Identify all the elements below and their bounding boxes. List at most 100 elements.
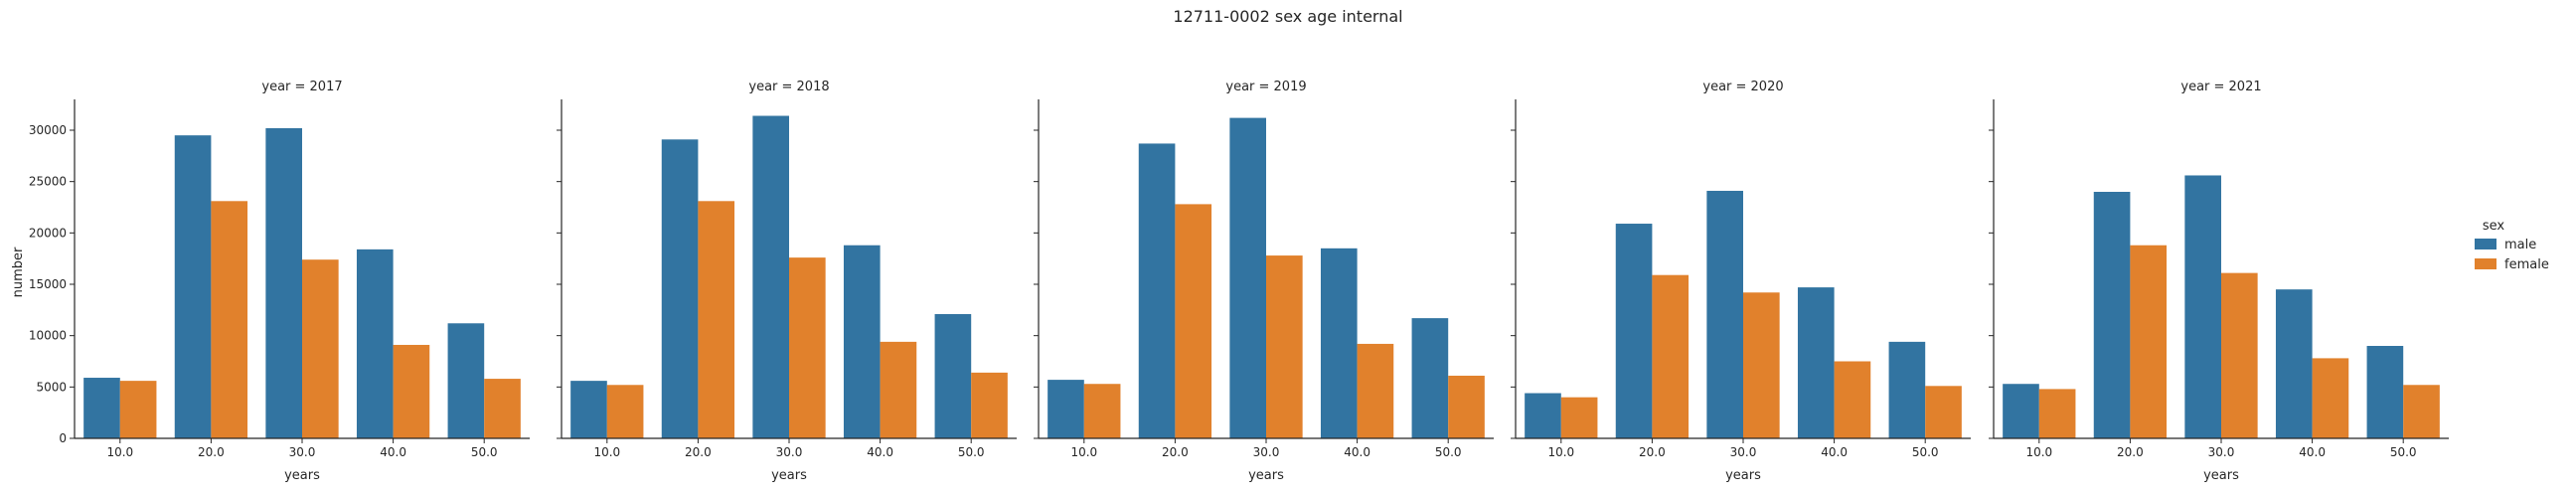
y-tick-label: 30000 xyxy=(29,123,67,137)
x-tick-label: 30.0 xyxy=(1253,445,1280,459)
x-tick-label: 30.0 xyxy=(776,445,803,459)
x-tick-label: 40.0 xyxy=(2299,445,2326,459)
x-tick-label: 10.0 xyxy=(593,445,620,459)
x-tick-label: 40.0 xyxy=(380,445,406,459)
facet-panel-2: year = 2019 10.0 20.0 30.0 40.0 50.0 years xyxy=(1034,80,1494,483)
y-axis-label: number xyxy=(11,247,26,297)
bar-male-40_0 xyxy=(843,245,881,438)
bar-male-30_0 xyxy=(2184,175,2221,438)
bar-female-10_0 xyxy=(1560,397,1598,438)
bar-male-40_0 xyxy=(2275,289,2313,438)
legend-label-female: female xyxy=(2504,257,2549,272)
x-tick-label: 10.0 xyxy=(2025,445,2052,459)
facet-title: year = 2020 xyxy=(1702,80,1783,94)
bar-male-50_0 xyxy=(1411,318,1449,438)
x-tick-label: 40.0 xyxy=(1821,445,1848,459)
x-axis-label: years xyxy=(1248,468,1284,483)
bar-male-40_0 xyxy=(1320,248,1358,438)
bar-male-30_0 xyxy=(752,115,789,438)
x-tick-label: 50.0 xyxy=(471,445,498,459)
facet-panel-3: year = 2020 10.0 20.0 30.0 40.0 50.0 years xyxy=(1511,80,1971,483)
bar-female-50_0 xyxy=(2403,385,2440,438)
x-tick-label: 50.0 xyxy=(2390,445,2417,459)
bar-male-10_0 xyxy=(1047,380,1084,438)
y-tick-label: 20000 xyxy=(29,226,67,240)
x-axis-label: years xyxy=(771,468,807,483)
bar-female-30_0 xyxy=(1266,255,1303,438)
x-tick-label: 20.0 xyxy=(2117,445,2144,459)
y-tick-label: 15000 xyxy=(29,277,67,291)
bar-female-50_0 xyxy=(971,372,1008,438)
y-tick-label: 0 xyxy=(59,431,67,445)
bar-male-50_0 xyxy=(2366,346,2404,438)
x-tick-label: 20.0 xyxy=(1162,445,1189,459)
bar-female-50_0 xyxy=(1448,375,1485,438)
facets: year = 2017 0 5000 10000 15000 20000 25000 3000… xyxy=(29,80,2449,483)
x-tick-label: 50.0 xyxy=(1435,445,1462,459)
bar-female-20_0 xyxy=(2130,245,2168,438)
x-tick-label: 30.0 xyxy=(289,445,316,459)
x-tick-label: 50.0 xyxy=(1912,445,1939,459)
facet-panel-4: year = 2021 10.0 20.0 30.0 40.0 50.0 years xyxy=(1989,80,2449,483)
bar-male-40_0 xyxy=(1797,287,1835,438)
y-tick-label: 25000 xyxy=(29,175,67,189)
bar-female-30_0 xyxy=(789,257,826,438)
bar-female-50_0 xyxy=(1925,386,1962,438)
bar-female-10_0 xyxy=(2038,389,2076,438)
bar-male-50_0 xyxy=(934,313,972,438)
x-tick-label: 30.0 xyxy=(1730,445,1757,459)
x-axis-label: years xyxy=(2203,468,2239,483)
x-tick-label: 20.0 xyxy=(198,445,225,459)
bar-female-50_0 xyxy=(484,379,521,438)
x-tick-label: 20.0 xyxy=(1639,445,1666,459)
chart-title: 12711-0002 sex age internal xyxy=(1173,7,1402,26)
bar-female-30_0 xyxy=(302,259,339,438)
bar-female-40_0 xyxy=(880,341,917,438)
bar-female-20_0 xyxy=(698,201,735,438)
y-tick-label: 5000 xyxy=(36,380,67,394)
x-tick-label: 10.0 xyxy=(106,445,133,459)
bar-female-40_0 xyxy=(2312,358,2349,438)
bar-male-10_0 xyxy=(1525,393,1561,438)
bar-male-30_0 xyxy=(1229,117,1266,438)
bar-female-40_0 xyxy=(1357,343,1394,438)
x-axis-label: years xyxy=(1725,468,1761,483)
x-tick-label: 40.0 xyxy=(1344,445,1370,459)
bar-male-50_0 xyxy=(1888,341,1926,438)
bar-male-10_0 xyxy=(570,381,607,438)
x-tick-label: 20.0 xyxy=(685,445,712,459)
legend-title: sex xyxy=(2483,219,2505,234)
bar-male-20_0 xyxy=(1138,143,1176,438)
bar-male-10_0 xyxy=(2003,384,2039,438)
x-tick-label: 10.0 xyxy=(1547,445,1574,459)
bar-male-40_0 xyxy=(356,248,394,438)
bar-male-20_0 xyxy=(661,139,699,439)
facet-panel-1: year = 2018 10.0 20.0 30.0 40.0 50.0 years xyxy=(557,80,1017,483)
legend-swatch-male xyxy=(2475,239,2496,249)
bar-female-30_0 xyxy=(1743,292,1780,438)
x-axis-label: years xyxy=(284,468,320,483)
bar-female-10_0 xyxy=(119,381,157,438)
facet-panel-0: year = 2017 0 5000 10000 15000 20000 25000 3000… xyxy=(29,80,530,483)
bar-female-10_0 xyxy=(1083,384,1121,438)
bar-female-40_0 xyxy=(1834,361,1871,438)
bar-male-10_0 xyxy=(83,378,120,438)
bar-male-20_0 xyxy=(2093,192,2131,438)
legend-label-male: male xyxy=(2504,238,2536,252)
x-tick-label: 40.0 xyxy=(867,445,893,459)
bar-male-20_0 xyxy=(1615,224,1653,438)
bar-male-30_0 xyxy=(265,127,302,438)
bar-male-50_0 xyxy=(447,323,485,438)
bar-female-20_0 xyxy=(211,201,248,438)
bar-female-30_0 xyxy=(2221,272,2258,438)
facet-title: year = 2021 xyxy=(2180,80,2261,94)
facet-title: year = 2019 xyxy=(1225,80,1306,94)
facet-title: year = 2018 xyxy=(748,80,829,94)
bar-female-40_0 xyxy=(393,344,430,438)
bar-male-20_0 xyxy=(174,135,212,439)
x-tick-label: 30.0 xyxy=(2208,445,2235,459)
legend-swatch-female xyxy=(2475,258,2496,269)
x-tick-label: 10.0 xyxy=(1070,445,1097,459)
